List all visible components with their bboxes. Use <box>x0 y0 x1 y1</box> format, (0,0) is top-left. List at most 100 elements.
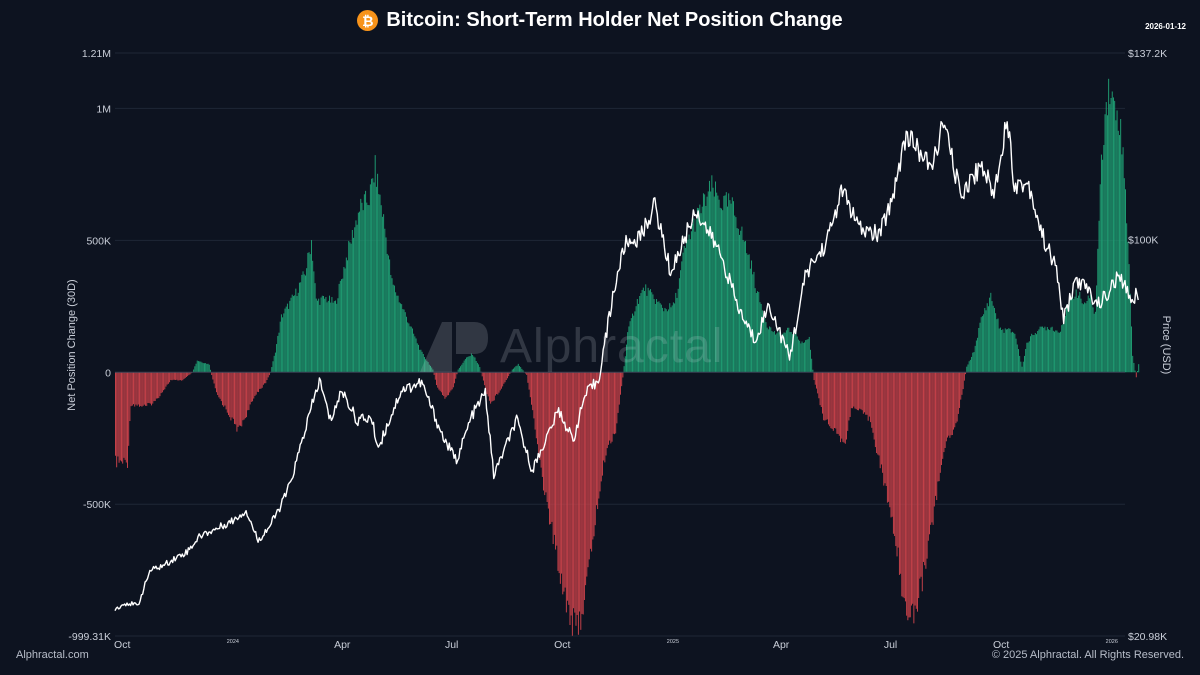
bar-positive <box>327 300 329 373</box>
bar-positive <box>636 299 638 373</box>
bar-negative <box>224 372 226 406</box>
bar-positive <box>1132 355 1134 373</box>
bar-positive <box>1086 301 1088 373</box>
bar-positive <box>1021 366 1023 373</box>
bar-positive <box>367 204 369 373</box>
bar-positive <box>428 364 430 373</box>
bar-positive <box>1017 349 1019 373</box>
bar-negative <box>830 372 832 429</box>
bar-positive <box>393 285 395 373</box>
bar-negative <box>884 372 886 484</box>
bar-positive <box>330 302 332 373</box>
bar-positive <box>635 306 637 373</box>
bar-positive <box>1063 317 1065 373</box>
bar-positive <box>353 237 355 373</box>
bar-negative <box>568 372 570 605</box>
bar-positive <box>1103 145 1105 373</box>
chart-title: Bitcoin: Short-Term Holder Net Position … <box>386 9 843 31</box>
bar-positive <box>646 295 648 373</box>
bar-positive <box>1007 329 1009 373</box>
bar-negative <box>451 372 453 390</box>
bar-negative <box>445 372 447 398</box>
bar-positive <box>1115 120 1117 373</box>
bar-negative <box>444 372 446 399</box>
bar-positive <box>296 296 298 373</box>
bar-positive <box>195 363 197 373</box>
bar-negative <box>533 372 535 419</box>
bar-positive <box>200 361 202 373</box>
bar-negative <box>901 372 903 597</box>
footer-copyright: © 2025 Alphractal. All Rights Reserved. <box>991 649 1184 661</box>
bar-negative <box>819 372 821 406</box>
bar-negative <box>552 372 554 545</box>
bar-positive <box>343 266 345 373</box>
bar-positive <box>1044 326 1046 373</box>
bar-negative <box>814 372 816 385</box>
bar-positive <box>979 322 981 373</box>
bar-positive <box>282 317 284 373</box>
bar-positive <box>797 339 799 373</box>
bar-positive <box>657 301 659 373</box>
bar-negative <box>868 372 870 417</box>
bar-negative <box>127 372 128 468</box>
bar-negative <box>813 372 815 381</box>
bar-positive <box>1050 327 1052 373</box>
bar-positive <box>974 345 976 373</box>
bar-positive <box>1058 332 1060 373</box>
bar-positive <box>796 336 798 373</box>
x-tick-label: Apr <box>334 639 351 651</box>
bar-positive <box>419 349 421 373</box>
bar-positive <box>665 309 667 373</box>
bar-negative <box>243 372 245 420</box>
bar-positive <box>689 239 691 373</box>
bar-negative <box>217 372 219 395</box>
bar-negative <box>622 372 624 378</box>
bar-negative <box>567 372 569 601</box>
bar-positive <box>967 364 969 373</box>
bar-negative <box>921 372 923 592</box>
bar-positive <box>723 195 725 373</box>
bar-positive <box>383 214 385 373</box>
bar-negative <box>598 372 600 499</box>
bar-negative <box>165 372 167 387</box>
bar-positive <box>978 327 980 373</box>
bar-positive <box>704 194 706 373</box>
bar-negative <box>935 372 936 496</box>
bar-positive <box>207 363 209 373</box>
bar-negative <box>586 372 588 577</box>
bar-positive <box>363 194 365 373</box>
bar-negative <box>898 372 900 575</box>
bar-negative <box>874 372 876 448</box>
bar-positive <box>640 293 642 373</box>
bar-negative <box>840 372 841 443</box>
bar-positive <box>431 367 433 373</box>
bar-positive <box>285 306 287 373</box>
bar-positive <box>803 342 805 373</box>
y-tick-label: 1M <box>96 103 111 115</box>
bar-negative <box>601 372 603 476</box>
bar-positive <box>656 299 658 373</box>
bar-positive <box>386 253 388 373</box>
bar-negative <box>836 372 838 434</box>
bar-positive <box>396 295 398 373</box>
watermark-text: Alphractal <box>500 319 724 373</box>
bar-positive <box>304 275 306 373</box>
bar-positive <box>784 332 786 373</box>
bar-negative <box>491 372 493 402</box>
bar-negative <box>218 372 220 398</box>
bar-negative <box>219 372 221 399</box>
bar-negative <box>256 372 258 392</box>
bar-negative <box>551 372 553 522</box>
bar-negative <box>508 372 510 377</box>
bar-negative <box>892 372 894 534</box>
bar-negative <box>149 372 151 404</box>
bar-negative <box>943 372 945 453</box>
bar-positive <box>1042 326 1043 373</box>
bar-negative <box>826 372 828 420</box>
bar-negative <box>118 372 120 463</box>
x-tick-label: Jul <box>884 639 897 651</box>
bar-positive <box>1014 333 1016 373</box>
bar-positive <box>1013 332 1015 373</box>
bar-positive <box>380 205 382 373</box>
bar-positive <box>991 301 993 373</box>
